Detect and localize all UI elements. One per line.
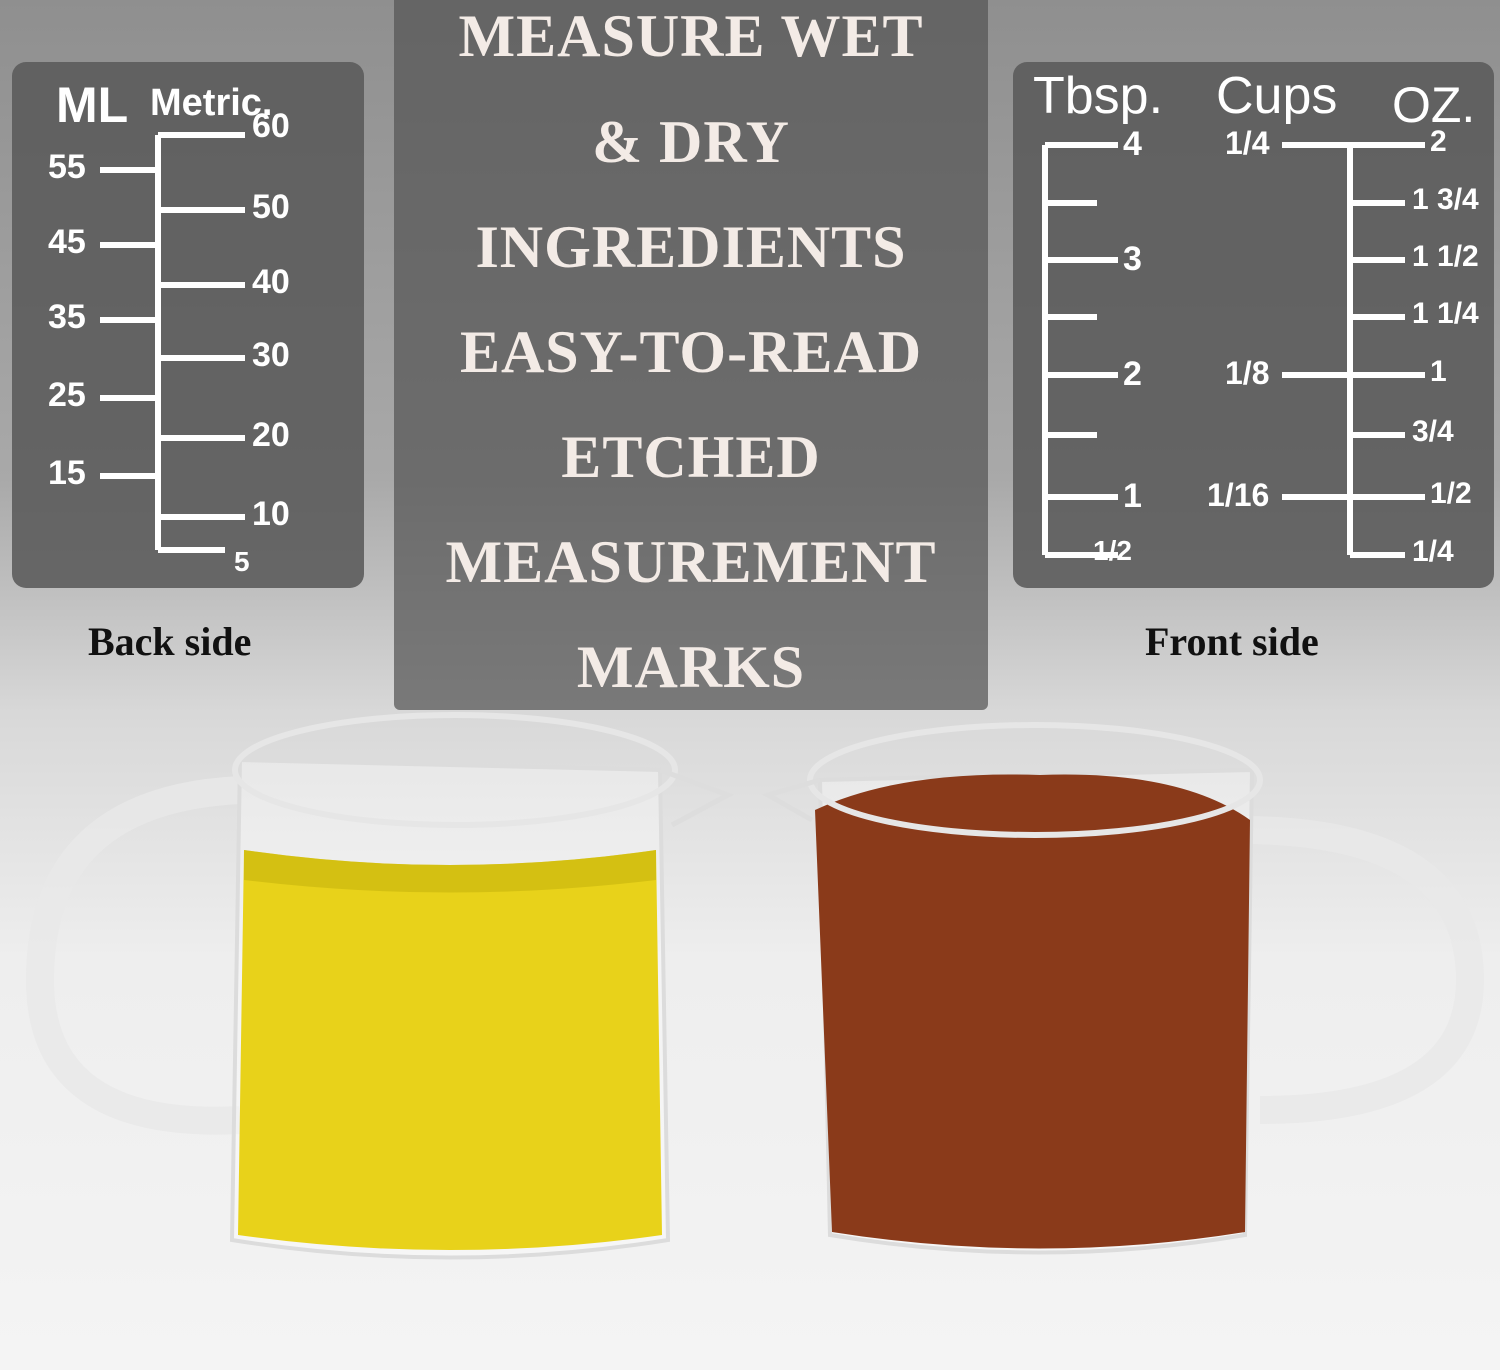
oz-label: 1/4 — [1412, 535, 1454, 568]
oz-label: 1 3/4 — [1412, 183, 1479, 216]
cups-label: 1/16 — [1207, 477, 1270, 513]
header-tbsp: Tbsp. — [1033, 67, 1164, 125]
headline-line: MEASURE WET — [458, 3, 924, 69]
headline-line: EASY-TO-READ — [459, 319, 923, 385]
glass-cup-sugar — [761, 722, 1485, 1255]
tbsp-label: 1 — [1123, 477, 1142, 515]
cups-label: 1/4 — [1225, 125, 1270, 161]
oz-label: 1 1/2 — [1412, 240, 1479, 273]
tbsp-label: 4 — [1123, 125, 1142, 163]
headline-line: MARKS — [576, 634, 806, 700]
unit-metric: Metric. — [150, 82, 273, 124]
oz-label: 1 1/4 — [1412, 297, 1479, 330]
mark-label: 5 — [234, 546, 250, 577]
header-oz: OZ. — [1392, 77, 1476, 133]
back-side-scale-panel — [12, 62, 364, 588]
tbsp-label: 3 — [1123, 240, 1142, 278]
header-cups: Cups — [1216, 67, 1338, 125]
oz-label: 1 — [1430, 355, 1447, 388]
oz-label: 1/2 — [1430, 477, 1472, 510]
headline-line: & DRY — [592, 109, 790, 175]
mark-label: 60 — [252, 107, 290, 145]
headline-line: INGREDIENTS — [475, 214, 907, 280]
cups-label: 1/8 — [1225, 355, 1270, 391]
mark-label: 10 — [252, 495, 290, 533]
headline-panel: MEASURE WET & DRY INGREDIENTS EASY-TO-READ E… — [394, 0, 988, 710]
glass-cup-oil — [25, 712, 735, 1260]
front-side-scale-panel — [1013, 62, 1494, 588]
headline-line: MEASUREMENT — [445, 529, 937, 595]
tbsp-label: 2 — [1123, 355, 1142, 393]
mark-label: 25 — [48, 376, 86, 414]
mark-label: 35 — [48, 298, 86, 336]
front-side-label: Front side — [1145, 619, 1319, 664]
tbsp-label: 1/2 — [1093, 535, 1132, 566]
headline-line: ETCHED — [561, 424, 821, 490]
unit-ml: ML — [56, 77, 129, 133]
mark-label: 45 — [48, 223, 86, 261]
front-scale-lines — [1042, 142, 1425, 558]
mark-label: 55 — [48, 148, 86, 186]
mark-label: 30 — [252, 336, 290, 374]
oz-label: 2 — [1430, 125, 1447, 158]
back-scale-lines — [100, 132, 245, 553]
oz-label: 3/4 — [1412, 415, 1454, 448]
mark-label: 50 — [252, 188, 290, 226]
mark-label: 40 — [252, 263, 290, 301]
mark-label: 15 — [48, 454, 86, 492]
mark-label: 20 — [252, 416, 290, 454]
back-side-label: Back side — [88, 619, 252, 664]
